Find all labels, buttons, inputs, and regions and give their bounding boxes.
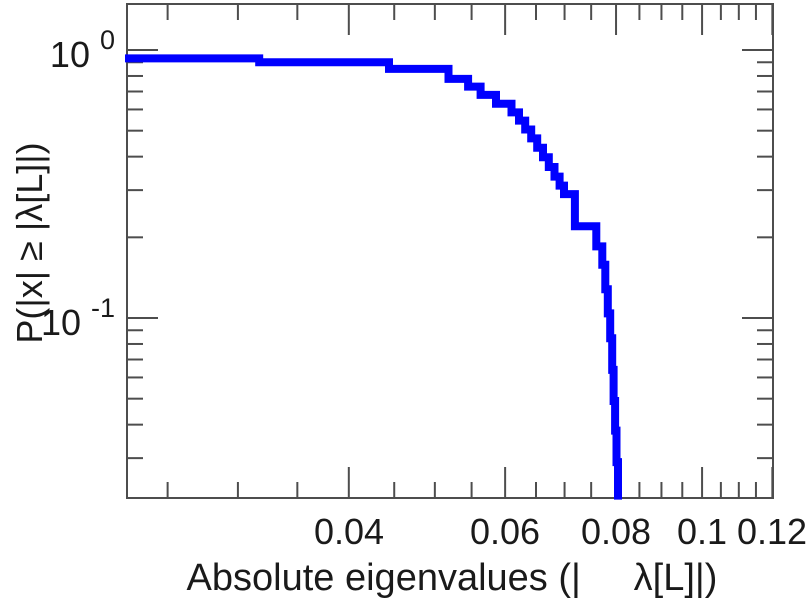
y-tick-base: 10 — [49, 34, 100, 75]
y-axis-tick-label: 10 -1 — [41, 295, 115, 341]
y-tick-exponent: 0 — [99, 25, 115, 55]
plot-frame — [126, 3, 774, 499]
y-axis-tick-label: 10 0 — [50, 27, 115, 73]
x-axis-tick-label: 0.12 — [736, 511, 808, 552]
y-tick-base: 10 — [40, 302, 91, 343]
x-axis-tick-label: 0.04 — [313, 511, 385, 552]
ccdf-step-curve — [125, 54, 622, 500]
x-axis-tick-label: 0.06 — [469, 511, 541, 552]
x-axis-tick-label: 0.1 — [676, 511, 728, 552]
y-tick-exponent: -1 — [90, 293, 115, 323]
x-axis-tick-label: 0.08 — [580, 511, 652, 552]
x-axis-title: Absolute eigenvalues (| λ[L]|) — [186, 557, 718, 599]
